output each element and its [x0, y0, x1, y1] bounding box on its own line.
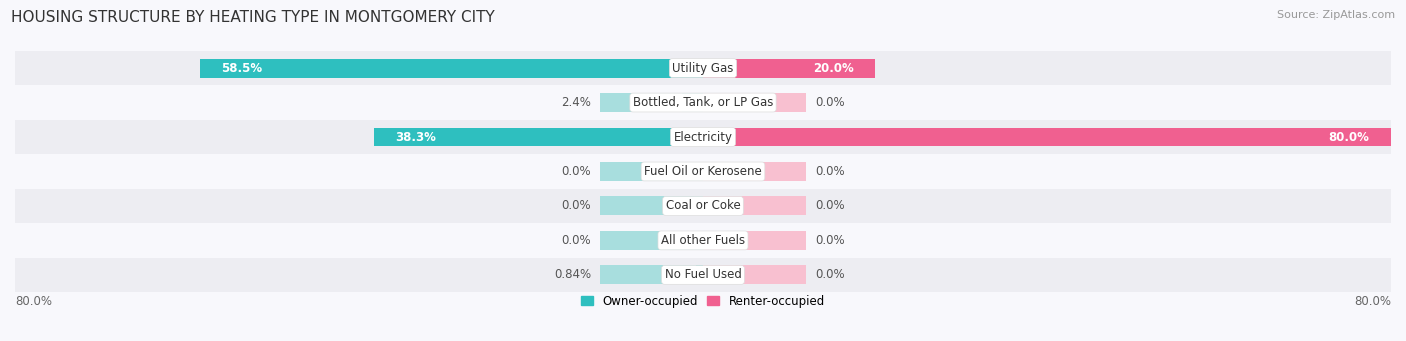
Bar	[15, 189, 1391, 223]
Text: Bottled, Tank, or LP Gas: Bottled, Tank, or LP Gas	[633, 96, 773, 109]
Text: 0.0%: 0.0%	[561, 234, 591, 247]
Text: 0.0%: 0.0%	[815, 234, 845, 247]
Text: All other Fuels: All other Fuels	[661, 234, 745, 247]
Legend: Owner-occupied, Renter-occupied: Owner-occupied, Renter-occupied	[581, 295, 825, 308]
Bar	[600, 196, 703, 216]
Text: Fuel Oil or Kerosene: Fuel Oil or Kerosene	[644, 165, 762, 178]
Bar	[703, 93, 806, 112]
Text: HOUSING STRUCTURE BY HEATING TYPE IN MONTGOMERY CITY: HOUSING STRUCTURE BY HEATING TYPE IN MON…	[11, 10, 495, 25]
Bar	[703, 59, 875, 77]
Text: 38.3%: 38.3%	[395, 131, 436, 144]
Bar	[200, 59, 703, 77]
Bar	[15, 120, 1391, 154]
Bar	[703, 128, 1391, 147]
Text: Utility Gas: Utility Gas	[672, 62, 734, 75]
Bar	[703, 162, 806, 181]
Bar	[200, 59, 703, 77]
Text: 80.0%: 80.0%	[1354, 295, 1391, 308]
Text: Coal or Coke: Coal or Coke	[665, 199, 741, 212]
Text: Electricity: Electricity	[673, 131, 733, 144]
Text: 0.0%: 0.0%	[815, 96, 845, 109]
Bar	[703, 265, 806, 284]
Bar	[600, 231, 703, 250]
Text: 0.84%: 0.84%	[554, 268, 591, 281]
Bar	[15, 51, 1391, 85]
Bar	[703, 128, 1391, 147]
Bar	[374, 128, 703, 147]
Text: 58.5%: 58.5%	[221, 62, 263, 75]
Bar	[703, 231, 806, 250]
Text: 80.0%: 80.0%	[15, 295, 52, 308]
Bar	[600, 93, 703, 112]
Text: 20.0%: 20.0%	[813, 62, 853, 75]
Bar	[600, 162, 703, 181]
Bar	[682, 93, 703, 112]
Text: 2.4%: 2.4%	[561, 96, 591, 109]
Text: 0.0%: 0.0%	[815, 165, 845, 178]
Bar	[15, 258, 1391, 292]
Text: Source: ZipAtlas.com: Source: ZipAtlas.com	[1277, 10, 1395, 20]
Bar	[703, 59, 875, 77]
Bar	[15, 223, 1391, 258]
Bar	[15, 85, 1391, 120]
Bar	[15, 154, 1391, 189]
Text: 80.0%: 80.0%	[1329, 131, 1369, 144]
Text: No Fuel Used: No Fuel Used	[665, 268, 741, 281]
Bar	[600, 265, 703, 284]
Text: 0.0%: 0.0%	[815, 199, 845, 212]
Bar	[696, 265, 703, 284]
Bar	[374, 128, 703, 147]
Text: 0.0%: 0.0%	[561, 199, 591, 212]
Text: 0.0%: 0.0%	[815, 268, 845, 281]
Bar	[703, 196, 806, 216]
Text: 0.0%: 0.0%	[561, 165, 591, 178]
